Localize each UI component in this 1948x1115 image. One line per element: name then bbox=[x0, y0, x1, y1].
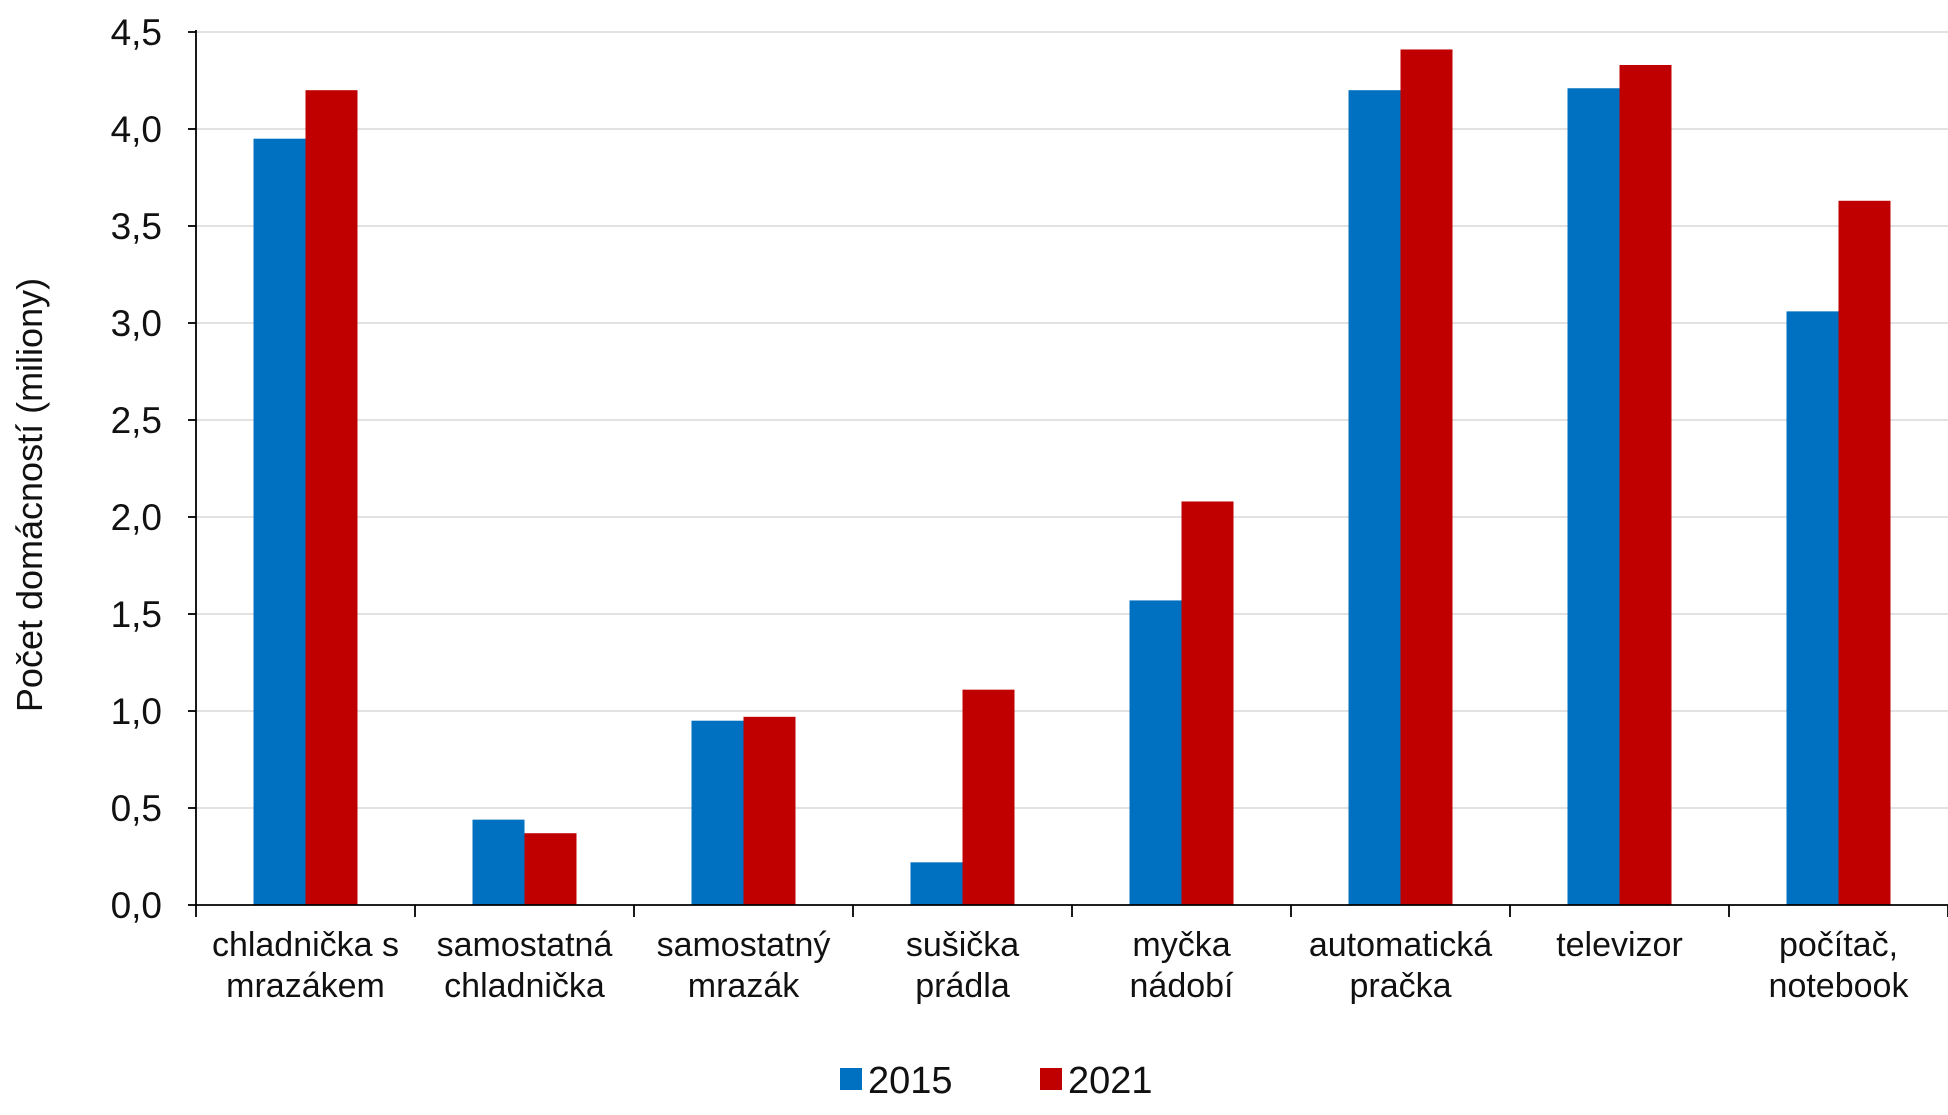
y-tick-label: 2,0 bbox=[111, 497, 162, 538]
legend-label-2015: 2015 bbox=[868, 1060, 953, 1102]
x-category-label-line: chladnička s bbox=[212, 926, 399, 964]
x-category-label-line: pračka bbox=[1349, 967, 1451, 1005]
bar-2015 bbox=[691, 720, 744, 905]
x-category-label-line: počítač, bbox=[1779, 926, 1898, 964]
bar-2021 bbox=[305, 90, 358, 905]
axes bbox=[188, 30, 1948, 917]
legend-label-2021: 2021 bbox=[1068, 1060, 1153, 1102]
x-category-label-line: mrazákem bbox=[226, 967, 385, 1005]
x-category-label: chladnička s mrazákem bbox=[212, 926, 399, 1005]
x-category-label-line: televizor bbox=[1556, 926, 1683, 964]
bar-2021 bbox=[524, 833, 577, 905]
legend: 2015 2021 bbox=[840, 1060, 1153, 1102]
x-category-label-line: samostatný bbox=[657, 926, 831, 964]
x-category-label: počítač, notebook bbox=[1769, 926, 1910, 1005]
x-category-label: televizor bbox=[1556, 926, 1683, 964]
bar-2015 bbox=[1786, 311, 1839, 905]
legend-swatch-2015 bbox=[840, 1068, 862, 1090]
bar-2015 bbox=[1567, 88, 1620, 905]
bars bbox=[253, 49, 1891, 906]
x-category-label-line: mrazák bbox=[688, 967, 800, 1005]
x-category-label-line: myčka bbox=[1132, 926, 1230, 964]
y-tick-label: 1,0 bbox=[111, 691, 162, 732]
bar-2021 bbox=[1619, 64, 1672, 906]
legend-swatch-2021 bbox=[1040, 1068, 1062, 1090]
y-tick-label: 3,5 bbox=[111, 206, 162, 247]
x-category-label-line: chladnička bbox=[444, 967, 605, 1005]
x-category-label: sušička prádla bbox=[906, 926, 1019, 1005]
x-category-label-line: notebook bbox=[1769, 967, 1910, 1005]
bar-2015 bbox=[472, 819, 525, 905]
bar-2021 bbox=[1181, 501, 1234, 905]
bar-2021 bbox=[962, 689, 1015, 905]
y-tick-label: 0,5 bbox=[111, 788, 162, 829]
x-category-label: samostatná chladnička bbox=[437, 926, 613, 1005]
bar-2015 bbox=[1129, 600, 1182, 905]
x-category-label-line: automatická bbox=[1309, 926, 1492, 964]
bar-2015 bbox=[1348, 90, 1401, 905]
bar-2015 bbox=[253, 138, 306, 905]
y-tick-label: 0,0 bbox=[111, 885, 162, 926]
x-category-label-line: nádobí bbox=[1130, 967, 1235, 1005]
gridlines bbox=[196, 31, 1948, 809]
bar-2021 bbox=[1838, 200, 1891, 905]
x-category-label: myčka nádobí bbox=[1130, 926, 1235, 1005]
y-axis-title: Počet domácností (miliony) bbox=[9, 278, 50, 712]
y-tick-label: 1,5 bbox=[111, 594, 162, 635]
bar-2021 bbox=[743, 716, 796, 905]
x-category-label-line: prádla bbox=[915, 967, 1010, 1005]
x-category-label: samostatný mrazák bbox=[657, 926, 831, 1005]
x-category-label-line: sušička bbox=[906, 926, 1019, 964]
x-category-label: automatická pračka bbox=[1309, 926, 1492, 1005]
bar-2021 bbox=[1400, 49, 1453, 905]
y-tick-label: 3,0 bbox=[111, 303, 162, 344]
y-tick-label: 2,5 bbox=[111, 400, 162, 441]
y-tick-label: 4,5 bbox=[111, 12, 162, 53]
axis-labels: 0,0 0,5 1,0 1,5 2,0 2,5 3,0 3,5 4,0 4,5 chladnička… bbox=[111, 12, 1910, 1005]
y-tick-label: 4,0 bbox=[111, 109, 162, 150]
bar-2015 bbox=[910, 862, 963, 905]
x-category-label-line: samostatná bbox=[437, 926, 613, 964]
